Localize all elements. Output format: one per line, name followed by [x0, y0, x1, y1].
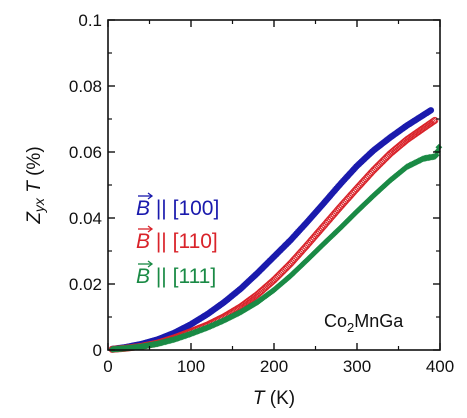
- data-series-group: [108, 107, 443, 353]
- plot-frame: [107, 19, 441, 351]
- data-point: [427, 107, 435, 114]
- y-tick-label: 0.08: [69, 77, 102, 96]
- x-tick-label: 0: [103, 357, 112, 376]
- x-tick-label: 200: [260, 357, 288, 376]
- legend-direction: [110]: [173, 230, 218, 253]
- legend-vector-symbol: B: [136, 265, 150, 288]
- y-tick-label: 0.04: [69, 209, 102, 228]
- legend-direction: [111]: [173, 265, 217, 288]
- x-tick-label: 100: [177, 357, 205, 376]
- legend-vector-symbol: B: [136, 230, 150, 253]
- y-tick-label: 0.02: [69, 275, 102, 294]
- data-point: [432, 151, 440, 159]
- axis-ticks: 0 100 200 300 400 0 0.02 0.04 0.06 0.08 0.1: [69, 11, 454, 376]
- legend: B || [100]B || [110]B || [111]: [136, 192, 219, 288]
- vector-arrowhead-icon: [147, 260, 154, 268]
- x-axis-title: T (K): [253, 388, 295, 409]
- legend-entry-3: B || [111]: [136, 265, 216, 288]
- data-point: [431, 116, 439, 124]
- sample-annotation: Co2MnGa: [324, 311, 404, 335]
- y-axis-title: Zyx T (%): [24, 146, 47, 224]
- y-tick-label: 0.06: [69, 143, 102, 162]
- legend-entry-1: B || [100]: [136, 197, 219, 220]
- y-tick-label: 0.1: [78, 11, 102, 30]
- x-tick-label: 300: [343, 357, 371, 376]
- legend-separator: ||: [150, 197, 173, 220]
- legend-vector-symbol: B: [136, 197, 150, 220]
- vector-arrowhead-icon: [147, 225, 154, 233]
- legend-separator: ||: [150, 265, 173, 288]
- data-point: [430, 117, 438, 125]
- y-tick-label: 0: [93, 341, 102, 360]
- vector-arrowhead-icon: [147, 192, 154, 200]
- legend-separator: ||: [150, 230, 173, 253]
- legend-direction: [100]: [173, 197, 220, 220]
- legend-entry-2: B || [110]: [136, 230, 218, 253]
- x-tick-label: 400: [426, 357, 454, 376]
